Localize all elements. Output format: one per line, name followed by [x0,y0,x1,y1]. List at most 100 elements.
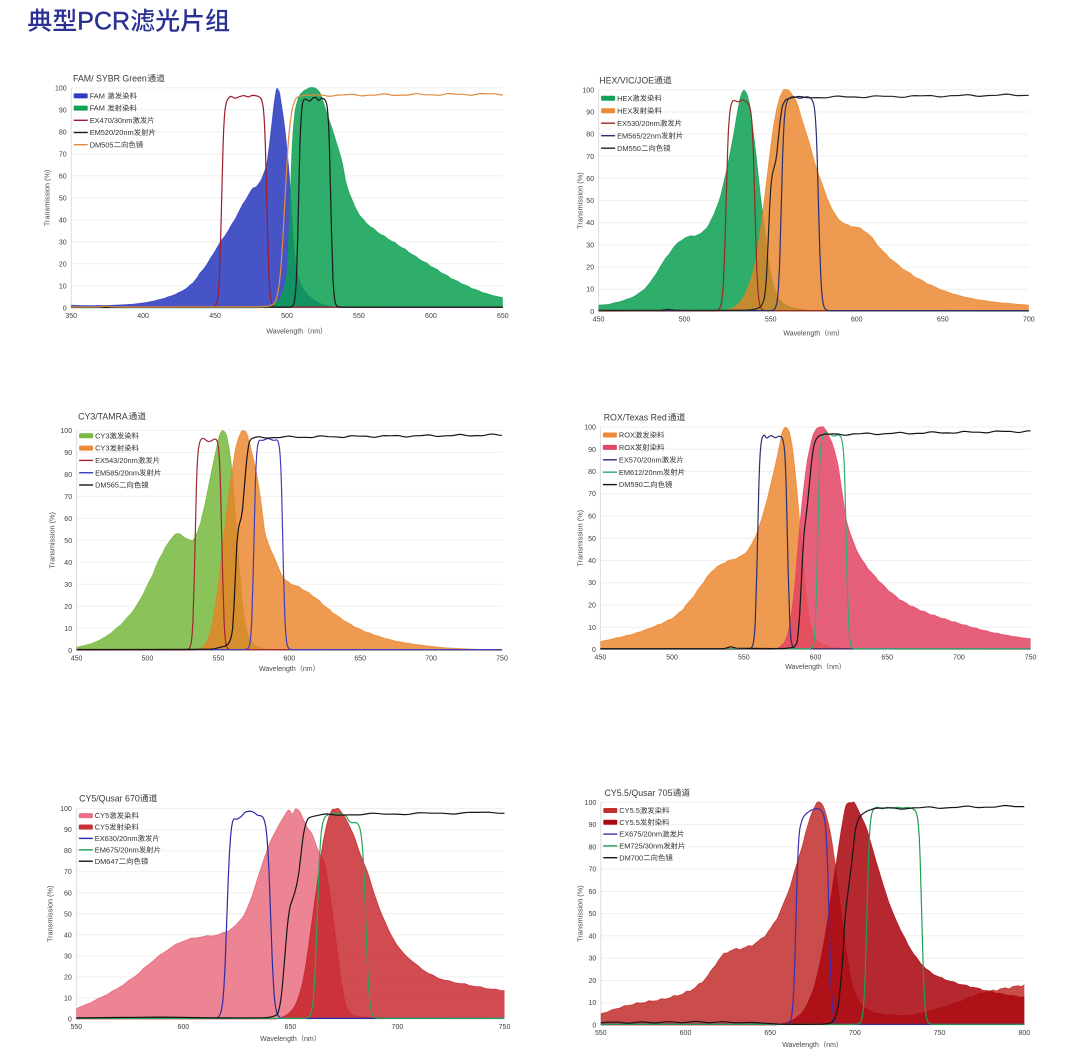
svg-text:10: 10 [64,996,72,1003]
svg-text:70: 70 [64,869,72,876]
svg-text:40: 40 [586,220,594,227]
svg-text:70: 70 [59,151,67,158]
svg-text:EX543/20nm: EX543/20nm [95,456,138,465]
svg-text:HEX: HEX [617,94,632,103]
svg-text:60: 60 [586,176,594,183]
svg-text:CY5: CY5 [95,811,109,820]
svg-text:0: 0 [592,647,596,654]
svg-text:0: 0 [592,1023,596,1030]
svg-text:10: 10 [59,283,67,290]
svg-text:CY5.5: CY5.5 [619,818,640,827]
svg-text:50: 50 [59,195,67,202]
svg-text:DM700: DM700 [619,853,643,862]
svg-text:EX630/20nm: EX630/20nm [95,834,138,843]
svg-text:550: 550 [353,313,365,320]
svg-text:Wavelength: Wavelength [260,1036,297,1043]
svg-text:70: 70 [586,154,594,161]
svg-text:80: 80 [59,129,67,136]
svg-text:EM725/30nm: EM725/30nm [619,842,663,851]
svg-text:ROX: ROX [619,443,635,452]
svg-text:FAM: FAM [90,104,105,113]
svg-text:750: 750 [499,1024,511,1031]
svg-text:450: 450 [595,655,607,662]
svg-text:nm: nm [303,666,313,673]
svg-text:10: 10 [586,287,594,294]
svg-text:Wavelength: Wavelength [782,1042,819,1049]
svg-text:500: 500 [142,655,154,662]
svg-text:nm: nm [827,331,837,338]
svg-text:100: 100 [55,85,67,92]
svg-text:70: 70 [589,867,597,874]
svg-text:90: 90 [588,447,596,454]
svg-text:50: 50 [64,538,72,545]
svg-text:HEX/VIC/JOE: HEX/VIC/JOE [599,75,654,85]
svg-text:450: 450 [593,316,605,323]
svg-text:550: 550 [70,1024,82,1031]
svg-text:650: 650 [764,1030,776,1037]
svg-text:DM565: DM565 [95,481,119,490]
svg-text:90: 90 [589,822,597,829]
svg-text:20: 20 [586,265,594,272]
svg-text:Wavelength: Wavelength [259,666,296,673]
svg-text:Transmission (%): Transmission (%) [576,510,585,567]
svg-text:EM585/20nm: EM585/20nm [95,468,139,477]
svg-text:100: 100 [585,800,597,807]
svg-text:550: 550 [738,655,750,662]
svg-text:60: 60 [64,890,72,897]
svg-text:60: 60 [588,514,596,521]
svg-text:nm: nm [826,1042,836,1049]
svg-text:750: 750 [496,655,508,662]
svg-text:CY3: CY3 [95,444,109,453]
svg-text:EM612/20nm: EM612/20nm [619,468,663,477]
svg-text:30: 30 [64,582,72,589]
svg-text:CY3/TAMRA: CY3/TAMRA [78,411,128,421]
svg-text:80: 80 [64,472,72,479]
svg-text:0: 0 [68,648,72,655]
svg-text:nm: nm [310,329,320,336]
svg-text:650: 650 [881,655,893,662]
svg-text:90: 90 [59,107,67,114]
svg-text:600: 600 [425,313,437,320]
svg-text:90: 90 [64,827,72,834]
svg-text:Wavelength: Wavelength [785,664,822,671]
svg-text:DM590: DM590 [619,480,643,489]
svg-text:80: 80 [589,844,597,851]
svg-text:700: 700 [425,655,437,662]
svg-text:50: 50 [589,911,597,918]
svg-text:500: 500 [679,316,691,323]
svg-text:40: 40 [64,560,72,567]
svg-text:EM565/22nm: EM565/22nm [617,131,661,140]
svg-text:700: 700 [1023,316,1035,323]
svg-text:100: 100 [582,87,594,94]
svg-text:DM550: DM550 [617,144,641,153]
svg-text:ROX: ROX [619,431,635,440]
svg-text:100: 100 [60,428,72,435]
svg-text:10: 10 [589,1000,597,1007]
svg-text:70: 70 [588,491,596,498]
svg-text:500: 500 [281,313,293,320]
svg-text:100: 100 [584,425,596,432]
svg-text:60: 60 [64,516,72,523]
svg-text:10: 10 [64,626,72,633]
svg-text:PCR: PCR [77,8,130,36]
svg-text:60: 60 [589,889,597,896]
svg-text:80: 80 [64,848,72,855]
svg-text:40: 40 [588,558,596,565]
svg-text:Transmission (%): Transmission (%) [576,172,585,229]
svg-text:650: 650 [354,655,366,662]
svg-text:30: 30 [588,580,596,587]
svg-text:100: 100 [60,806,72,813]
svg-text:50: 50 [588,536,596,543]
svg-text:750: 750 [1025,655,1037,662]
svg-text:50: 50 [64,911,72,918]
svg-text:90: 90 [586,110,594,117]
svg-text:CY3: CY3 [95,431,109,440]
svg-text:550: 550 [595,1030,607,1037]
svg-text:Transmission (%): Transmission (%) [43,170,52,227]
svg-text:20: 20 [64,604,72,611]
svg-text:650: 650 [285,1024,297,1031]
svg-text:HEX: HEX [617,106,632,115]
svg-text:EX530/20nm: EX530/20nm [617,119,660,128]
svg-text:450: 450 [209,313,221,320]
svg-text:60: 60 [59,173,67,180]
